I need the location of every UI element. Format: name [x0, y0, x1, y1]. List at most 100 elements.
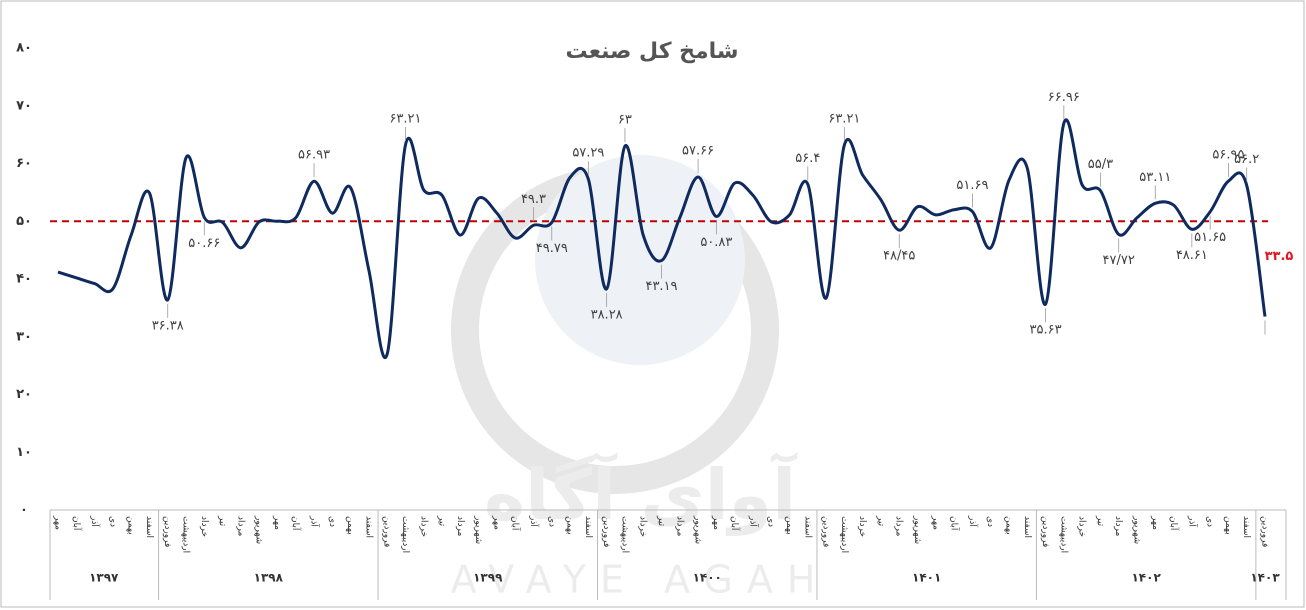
value-label: ۵۱.۶۹: [956, 178, 988, 193]
value-label: ۳۸.۲۸: [591, 307, 623, 322]
x-tick-label: تیر: [437, 515, 447, 527]
x-tick-label: خرداد: [638, 516, 648, 537]
x-tick-label: بهمن: [126, 516, 136, 535]
value-label: ۳۵.۶۳: [1030, 323, 1062, 338]
y-tick-label: ۸۰: [16, 41, 32, 56]
value-label: ۵۶.۲: [1234, 152, 1259, 167]
year-label: ۱۳۹۹: [473, 571, 503, 585]
value-label: ۶۳: [618, 113, 632, 128]
x-tick-label: آبان: [729, 516, 741, 531]
x-tick-label: دی: [107, 516, 117, 527]
x-tick-label: اردیبهشت: [400, 516, 410, 553]
x-tick-label: خرداد: [418, 516, 428, 537]
series-line: [57, 118, 1267, 359]
x-tick-label: مرداد: [674, 516, 684, 536]
value-label: ۵۶.۹۵: [1212, 148, 1244, 163]
x-tick-label: دی: [766, 516, 776, 527]
x-tick-label: اردیبهشت: [839, 516, 849, 553]
x-tick-label: اسفند: [802, 516, 812, 538]
value-label: ۵۶.۴: [795, 151, 820, 166]
y-tick-label: ۶۰: [16, 156, 32, 171]
value-label: ۵۰.۸۳: [700, 235, 732, 250]
chart-title: شامخ کل صنعت: [565, 39, 738, 64]
x-tick-label: بهمن: [1223, 516, 1233, 535]
x-tick-label: شهریور: [473, 515, 483, 544]
x-tick-label: مرداد: [235, 516, 245, 536]
y-tick-label: ۲۰: [16, 387, 32, 402]
x-tick-label: آذر: [967, 515, 979, 527]
x-tick-label: آذر: [1186, 515, 1198, 527]
year-label: ۱۳۹۸: [254, 571, 284, 585]
y-tick-label: ۵۰: [16, 214, 32, 229]
value-label: ۴۹.۳: [521, 192, 546, 207]
value-label: ۵۵/۳: [1088, 157, 1113, 172]
x-tick-label: فروردین: [162, 516, 172, 547]
year-label: ۱۴۰۳: [1250, 571, 1280, 585]
year-label: ۱۴۰۲: [1131, 571, 1161, 585]
y-tick-label: ۴۰: [16, 272, 32, 287]
x-tick-label: خرداد: [857, 516, 867, 537]
x-tick-label: دی: [546, 516, 556, 527]
x-tick-label: مهر: [930, 515, 940, 530]
y-tick-label: ۳۰: [16, 329, 32, 344]
x-tick-label: اردیبهشت: [181, 516, 191, 553]
value-label: ۵۷.۶۶: [682, 144, 714, 159]
value-label: ۴۹.۷۹: [536, 241, 568, 256]
x-tick-label: تیر: [217, 515, 227, 527]
x-tick-label: آبان: [1168, 516, 1180, 531]
value-label: ۴۸.۶۱: [1176, 248, 1208, 263]
x-tick-label: اردیبهشت: [1058, 516, 1068, 553]
value-label: ۶۶.۹۶: [1048, 90, 1080, 105]
x-tick-label: مهر: [491, 515, 501, 530]
x-tick-label: بهمن: [565, 516, 575, 535]
x-tick-label: مهر: [711, 515, 721, 530]
x-tick-label: اردیبهشت: [619, 516, 629, 553]
x-tick-label: بهمن: [784, 516, 794, 535]
value-label: ۴۸/۴۵: [883, 249, 915, 264]
value-label: ۶۳.۲۱: [389, 111, 421, 126]
x-tick-label: اسفند: [363, 516, 373, 538]
x-tick-label: دی: [985, 516, 995, 527]
watermark: AVAYE AGAH: [451, 558, 830, 602]
value-label: ۳۶.۳۸: [152, 318, 184, 333]
y-tick-label: ۷۰: [16, 98, 32, 113]
x-tick-label: فروردین: [1040, 516, 1050, 547]
x-tick-label: آذر: [309, 515, 321, 527]
x-tick-label: تیر: [656, 515, 666, 527]
value-label: ۴۳.۱۹: [645, 279, 677, 294]
x-tick-label: آذر: [747, 515, 759, 527]
year-label: ۱۴۰۰: [693, 571, 722, 585]
x-tick-label: دی: [327, 516, 337, 527]
value-label: ۵۰.۶۶: [188, 236, 220, 251]
x-tick-label: شهریور: [693, 515, 703, 544]
value-label: ۳۳.۵: [1265, 249, 1294, 264]
x-tick-label: آبان: [290, 516, 302, 531]
y-tick-label: ۱۰: [16, 445, 32, 460]
watermark-logo-inner: [535, 155, 745, 365]
x-tick-label: اسفند: [1241, 516, 1251, 538]
x-tick-label: آذر: [89, 515, 101, 527]
x-tick-label: مرداد: [1113, 516, 1123, 536]
x-tick-label: اسفند: [583, 516, 593, 538]
x-tick-label: فروردین: [821, 516, 831, 547]
year-label: ۱۴۰۱: [912, 571, 941, 585]
value-label: ۵۷.۲۹: [572, 146, 604, 161]
x-tick-label: اسفند: [144, 516, 154, 538]
x-tick-label: شهریور: [254, 515, 264, 544]
x-tick-label: مهر: [53, 515, 63, 530]
x-tick-label: دی: [1205, 516, 1215, 527]
x-tick-label: مهر: [272, 515, 282, 530]
value-label: ۵۱.۶۵: [1194, 230, 1226, 245]
x-tick-label: خرداد: [199, 516, 209, 537]
x-tick-label: فروردین: [1260, 516, 1270, 547]
value-label: ۶۳.۲۱: [828, 111, 860, 126]
x-tick-label: بهمن: [345, 516, 355, 535]
x-tick-label: بهمن: [1003, 516, 1013, 535]
value-label: ۵۶.۹۳: [298, 148, 330, 163]
value-label: ۵۳.۱۱: [1139, 170, 1171, 185]
x-tick-label: اسفند: [1022, 516, 1032, 538]
x-tick-label: آبان: [71, 516, 83, 531]
x-tick-label: مهر: [1150, 515, 1160, 530]
